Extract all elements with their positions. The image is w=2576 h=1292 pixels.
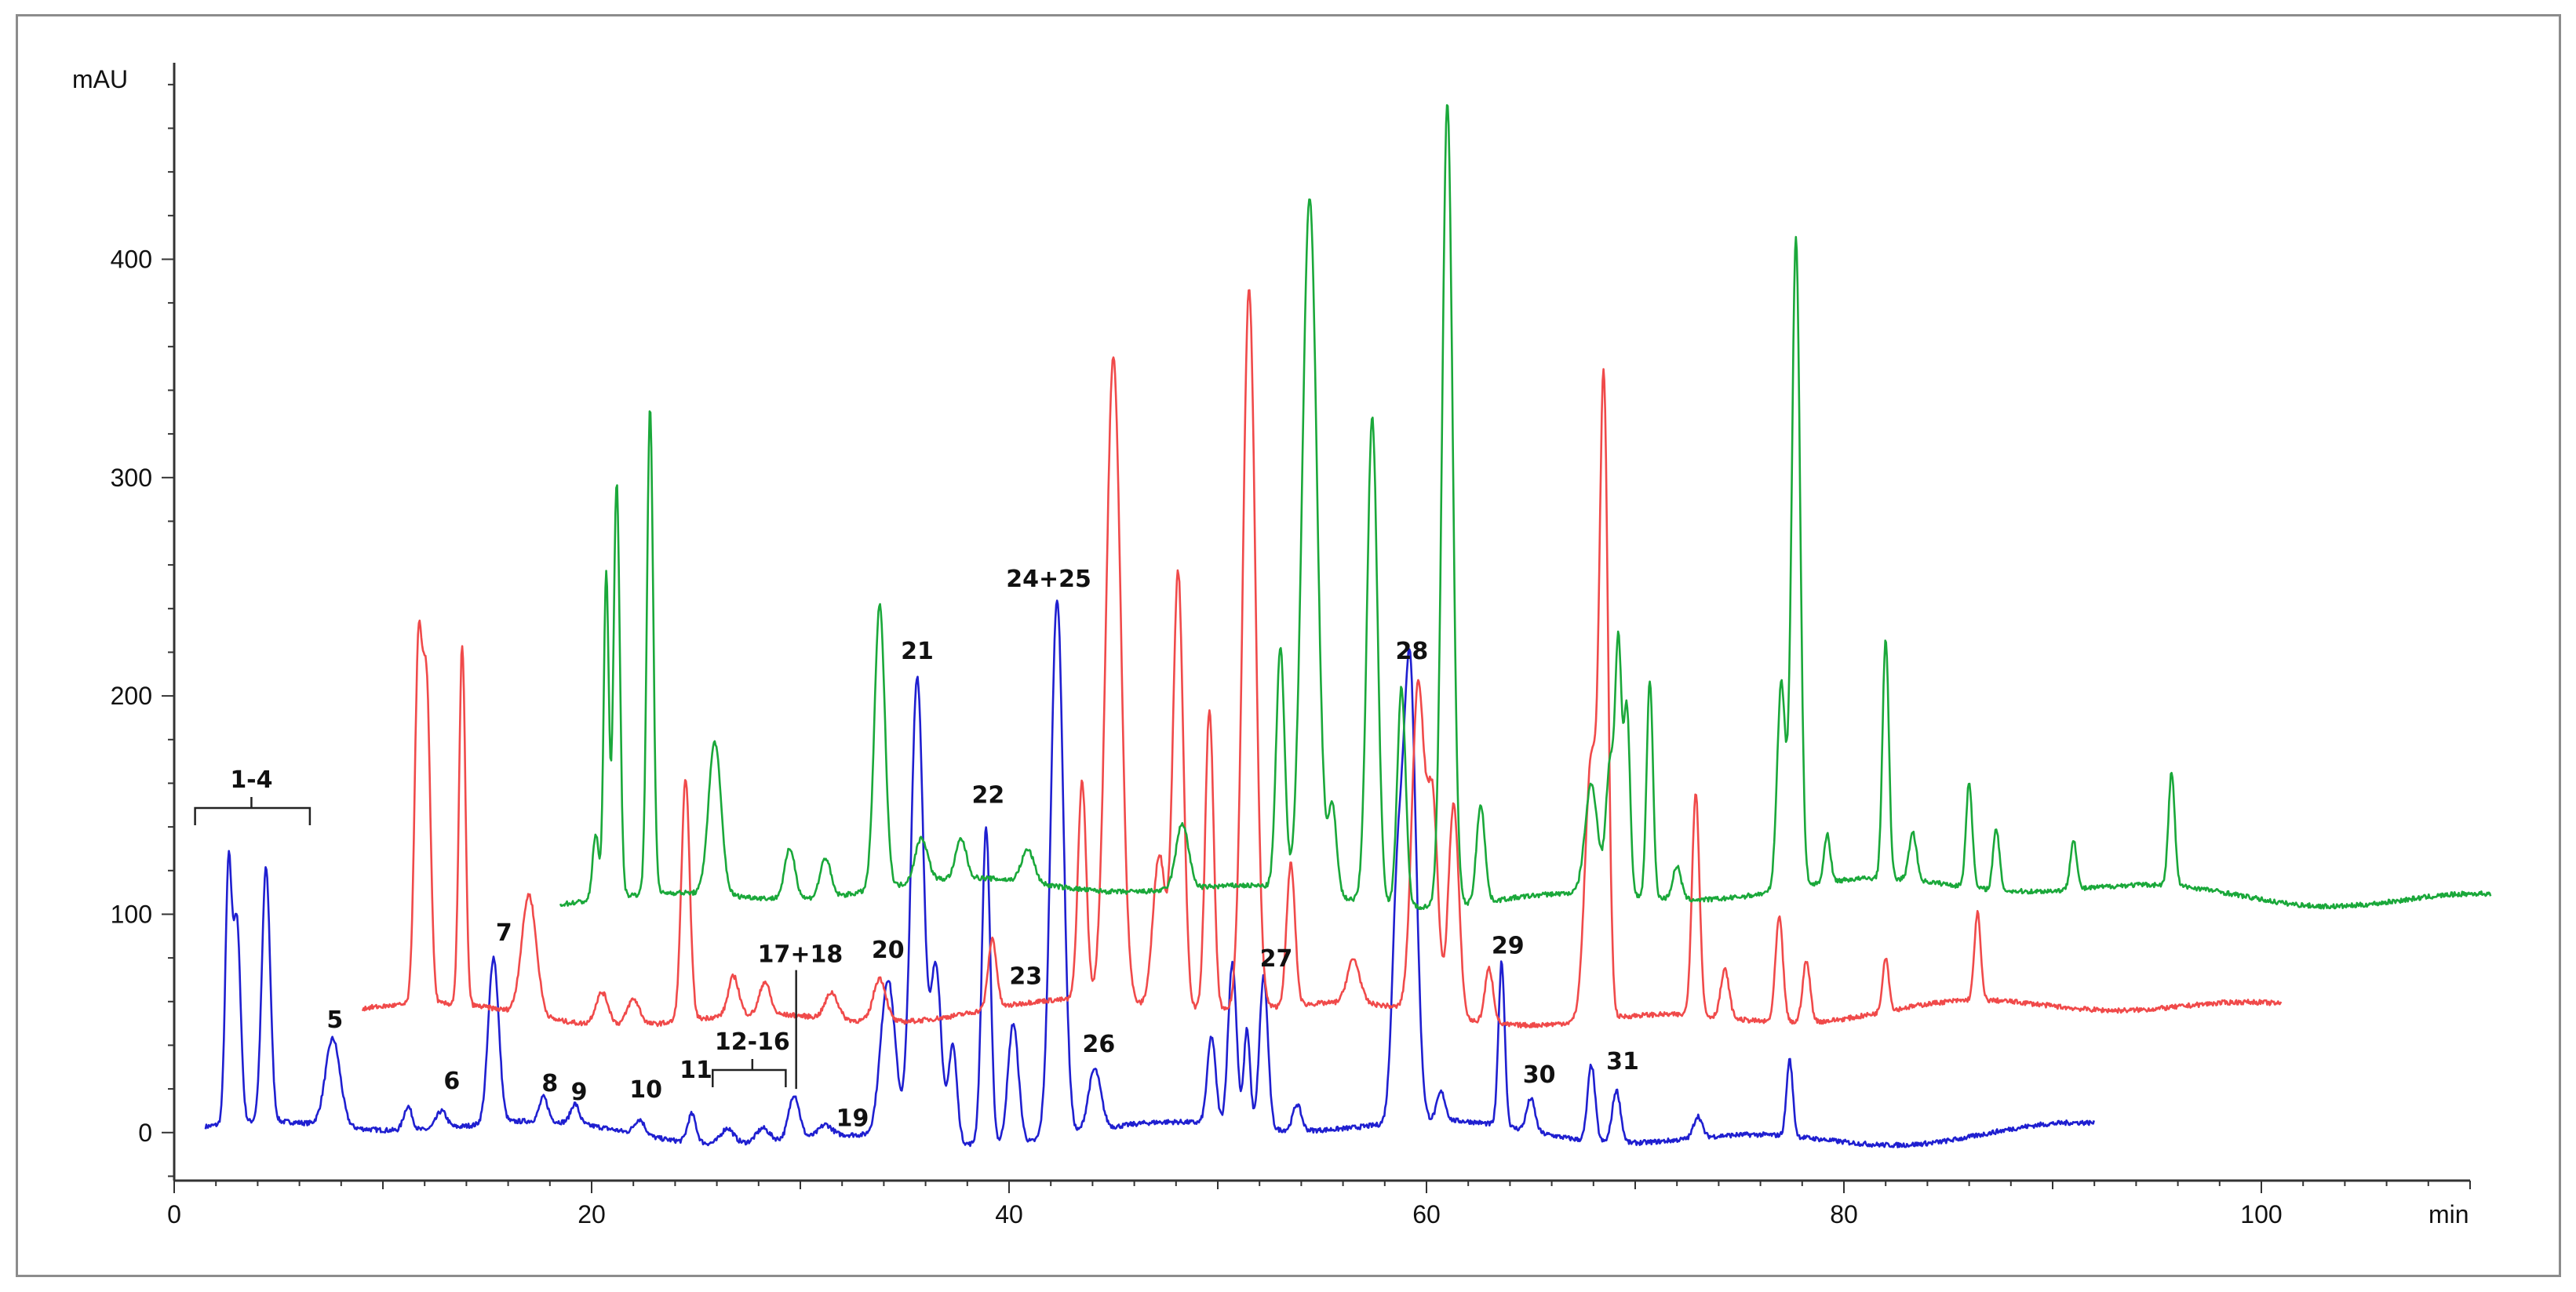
- series-layer: [204, 104, 2492, 1148]
- peak-label: 27: [1260, 945, 1293, 973]
- peak-label: 7: [496, 919, 512, 947]
- peak-label: 26: [1083, 1031, 1116, 1058]
- peak-label-text: 29: [1492, 933, 1525, 960]
- axes: 0 20 40 60 80 100 0 100 200 300 400 mAU min: [72, 63, 2471, 1228]
- y-axis-label: mAU: [72, 65, 128, 93]
- peak-label-text: 1-4: [230, 766, 272, 794]
- y-tick-label: 0: [138, 1119, 152, 1147]
- x-tick-label: 100: [2240, 1200, 2282, 1228]
- x-tick-label: 20: [578, 1200, 606, 1228]
- peak-label: 9: [571, 1079, 588, 1106]
- peak-label: 23: [1009, 963, 1042, 991]
- x-axis-label: min: [2428, 1200, 2469, 1228]
- peak-label: 30: [1523, 1061, 1556, 1089]
- peak-label: 1-4: [194, 766, 312, 826]
- y-tick-label: 100: [111, 900, 152, 928]
- y-tick-label: 400: [111, 245, 152, 273]
- peak-label-text: 6: [443, 1068, 460, 1095]
- peak-label-text: 28: [1396, 638, 1429, 665]
- peak-label-text: 9: [571, 1079, 588, 1106]
- peak-label-text: 5: [326, 1006, 343, 1034]
- peak-label: 12-16: [712, 1028, 790, 1088]
- peak-label-text: 7: [496, 919, 512, 947]
- x-ticks: 0 20 40 60 80 100: [167, 1181, 2471, 1228]
- peak-bracket: [194, 797, 312, 826]
- peak-label-text: 30: [1523, 1061, 1556, 1089]
- chart-frame: [16, 14, 2561, 1277]
- series-trace-1: [204, 599, 2095, 1148]
- peak-label: 10: [629, 1076, 662, 1104]
- peak-label-text: 8: [541, 1070, 558, 1097]
- x-tick-label: 80: [1830, 1200, 1858, 1228]
- peak-label-text: 20: [872, 937, 905, 964]
- peak-label-text: 10: [629, 1076, 662, 1104]
- peak-label-text: 21: [901, 638, 934, 665]
- peak-label: 22: [972, 782, 1005, 810]
- peak-label: 31: [1606, 1048, 1639, 1075]
- peak-label-text: 22: [972, 782, 1005, 810]
- peak-label: 19: [836, 1105, 869, 1132]
- peak-label: 20: [872, 937, 905, 964]
- peak-label-text: 19: [836, 1105, 869, 1132]
- peak-label: 24+25: [1006, 566, 1091, 593]
- peak-label-text: 12-16: [715, 1028, 790, 1056]
- peak-label: 5: [326, 1006, 343, 1034]
- series-trace-2: [361, 289, 2283, 1028]
- peak-label: 8: [541, 1070, 558, 1097]
- peak-label-text: 24+25: [1006, 566, 1091, 593]
- series-trace-3: [559, 104, 2492, 911]
- peak-label: 21: [901, 638, 934, 665]
- peak-label: 11: [680, 1057, 712, 1084]
- peak-label: 28: [1396, 638, 1429, 665]
- x-tick-label: 40: [995, 1200, 1023, 1228]
- peak-bracket: [712, 1059, 787, 1088]
- peak-label-text: 23: [1009, 963, 1042, 991]
- peak-label: 6: [443, 1068, 460, 1095]
- peak-label: 29: [1492, 933, 1525, 960]
- peak-label-text: 11: [680, 1057, 712, 1084]
- peak-label-text: 31: [1606, 1048, 1639, 1075]
- x-tick-label: 60: [1412, 1200, 1441, 1228]
- peak-label: 17+18: [758, 941, 843, 1090]
- y-tick-label: 300: [111, 464, 152, 492]
- peak-label-text: 26: [1083, 1031, 1116, 1058]
- peak-label-text: 17+18: [758, 941, 843, 969]
- peak-label-text: 27: [1260, 945, 1293, 973]
- y-ticks: 0 100 200 300 400: [111, 83, 174, 1177]
- x-tick-label: 0: [167, 1200, 181, 1228]
- y-tick-label: 200: [111, 682, 152, 710]
